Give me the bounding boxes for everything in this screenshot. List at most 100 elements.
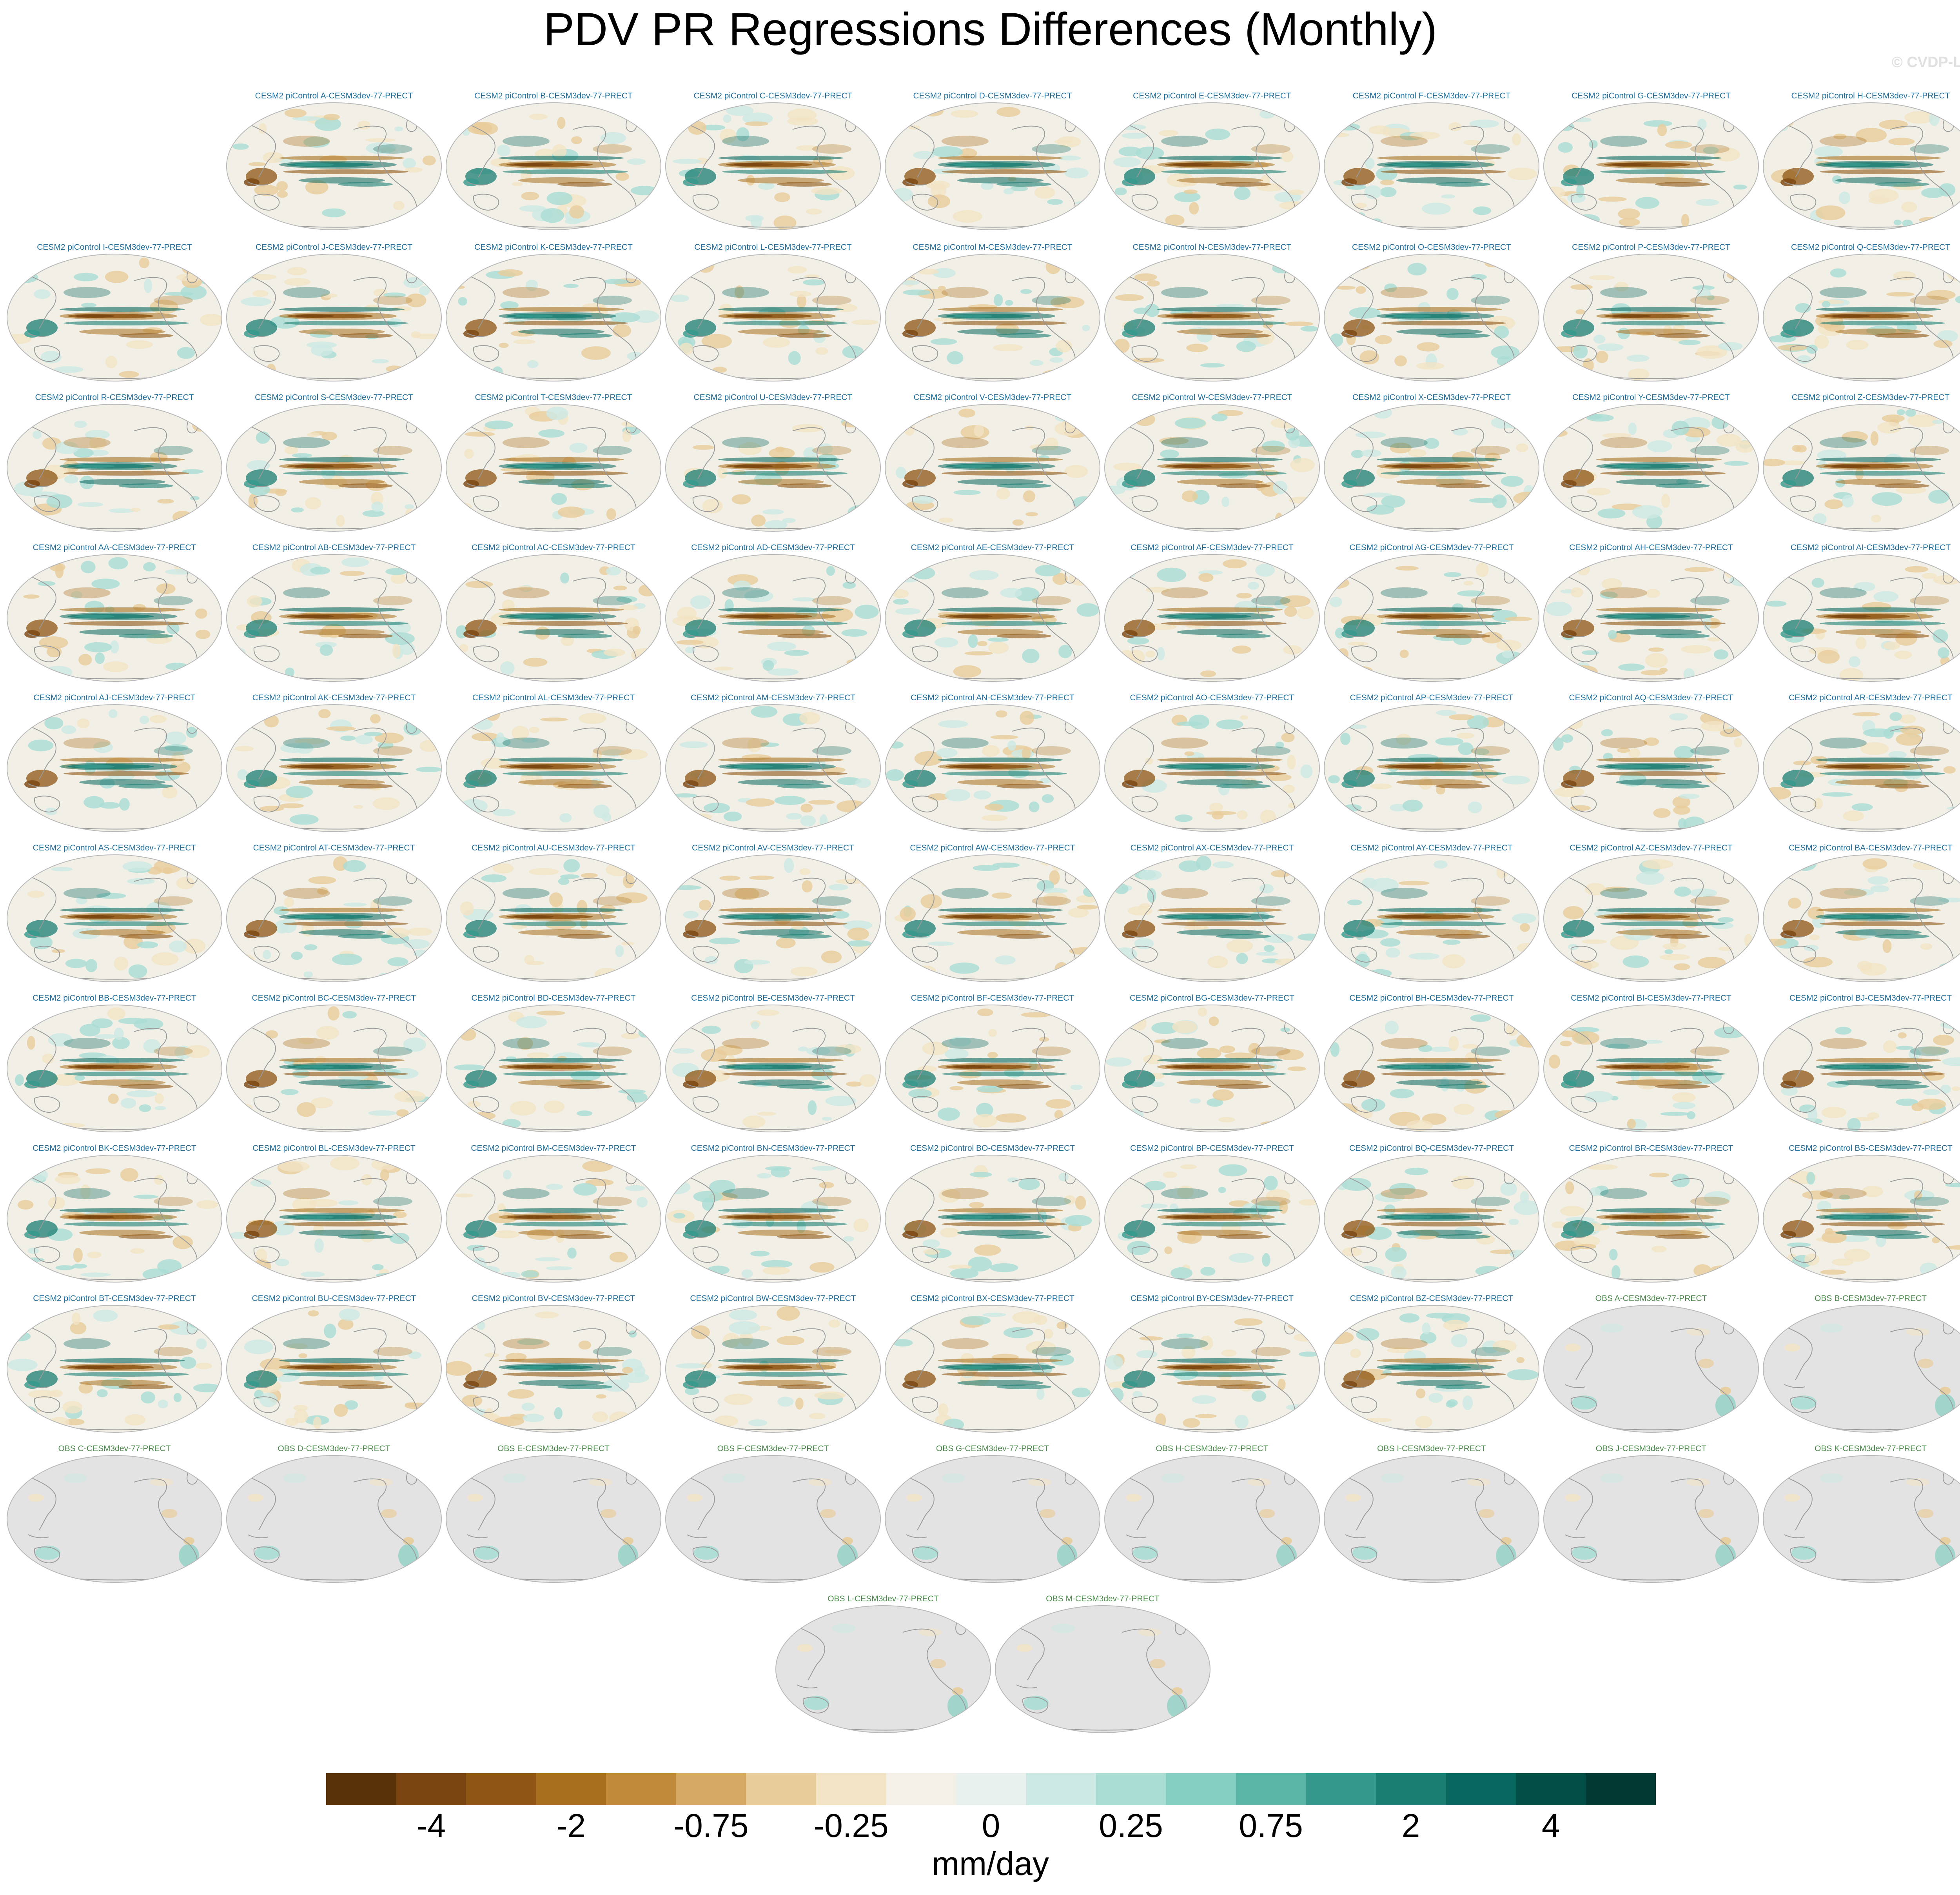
itcz-band [938,307,1063,312]
anomaly-patch [1485,260,1503,267]
anomaly-patch [1283,645,1302,655]
map-outline [1543,1455,1759,1583]
anomaly-patch [1520,923,1530,932]
anomaly-patch [1389,1183,1416,1196]
anomaly-patch [17,1200,34,1210]
map-outline [1763,254,1960,382]
coastline [1788,577,1813,629]
map-panel: CESM2 piControl BD-CESM3dev-77-PRECT [444,993,663,1134]
anomaly-patch [1606,1043,1630,1049]
anomaly-patch [498,269,523,277]
map-panel: CESM2 piControl AI-CESM3dev-77-PRECT [1761,543,1960,684]
map-outline [226,1155,442,1283]
anomaly-patch [1589,1187,1601,1196]
map-plot [446,854,661,982]
map-plot [7,854,222,982]
map-outline [885,854,1100,982]
anomaly-patch [927,941,955,946]
spcz-band [299,177,385,184]
map-panel: CESM2 piControl L-CESM3dev-77-PRECT [663,242,883,383]
anomaly-patch [96,1389,108,1397]
anomaly-patch [546,1184,563,1190]
equatorial-band-peak [514,1366,554,1369]
anomaly-patch [1870,885,1889,892]
map-plot [665,854,881,982]
north-pacific [1161,587,1208,598]
atlantic-patch [1910,144,1949,154]
anomaly-patch [973,1114,997,1128]
anomaly-patch [1340,732,1351,745]
anomaly-patch [773,215,797,230]
coastline [1349,1328,1374,1380]
anomaly-patch [1905,409,1916,417]
anomaly-patch [396,1109,409,1117]
map-panel: CESM2 piControl AD-CESM3dev-77-PRECT [663,543,883,684]
north-america-signal [1247,1478,1271,1486]
colorbar-tick-label: 0.75 [1239,1807,1303,1844]
anomaly-patch [984,803,1004,811]
anomaly-patch [1717,917,1734,923]
coastline [792,1178,832,1232]
anomaly-patch [78,1383,93,1394]
spcz-band [957,329,1044,335]
anomaly-patch [964,651,993,656]
itcz-band [718,307,844,312]
map-outline [1543,102,1759,230]
anomaly-patch [736,127,750,142]
south-band [283,1372,408,1377]
panel-title: CESM2 piControl AG-CESM3dev-77-PRECT [1349,543,1514,552]
atlantic-patch [1471,896,1510,906]
coastline [32,427,56,479]
south-band [1381,471,1506,476]
itcz-band [499,156,624,160]
spcz-band [957,779,1044,785]
anomaly-patch [1932,420,1943,424]
map-plot [1763,704,1960,832]
spcz-extension [1875,784,1929,789]
atlantic-patch [1251,144,1290,154]
north-pacific [503,1038,550,1049]
spcz-extension [1436,934,1490,939]
anomaly-patch [613,585,627,590]
anomaly-patch [421,1311,435,1322]
anomaly-patch [1597,508,1626,519]
spcz-band [738,629,824,635]
anomaly-patch [107,1007,126,1020]
map-plot [885,1155,1100,1283]
coastline [1670,727,1710,781]
map-plot [226,1155,442,1283]
anomaly-patch [105,356,117,369]
map-panel: CESM2 piControl S-CESM3dev-77-PRECT [224,392,444,534]
anomaly-patch [1196,856,1211,871]
coastline [1451,1328,1491,1382]
anomaly-patch [1157,567,1186,582]
coastline [1890,878,1930,931]
spcz-band [738,1079,824,1086]
anomaly-patch [1821,1107,1847,1118]
anomaly-patch [16,817,29,829]
map-plot [1763,1455,1960,1583]
coastline [251,125,276,178]
map-panel: OBS E-CESM3dev-77-PRECT [444,1444,663,1585]
coastline [134,1178,174,1232]
equatorial-band-peak [295,163,334,166]
colorbar-units: mm/day [932,1845,1049,1882]
siberia-signal [1052,1624,1075,1633]
map-panel: OBS J-CESM3dev-77-PRECT [1541,1444,1761,1585]
anomaly-patch [1429,1047,1453,1052]
map-plot [446,1005,661,1132]
atlantic-patch [1251,896,1290,906]
north-pacific [64,437,111,448]
anomaly-patch [1324,505,1350,515]
north-pacific [722,1038,769,1049]
anomaly-patch [1546,601,1572,616]
anomaly-patch [291,951,303,960]
atlantic-patch [1910,296,1949,305]
colorbar-swatch [1236,1773,1306,1805]
anomaly-patch [1256,952,1278,956]
spcz-extension [777,333,832,338]
coastline [353,577,393,631]
coastline [1129,1478,1154,1530]
itcz-band [499,607,624,612]
coastline [471,276,495,329]
